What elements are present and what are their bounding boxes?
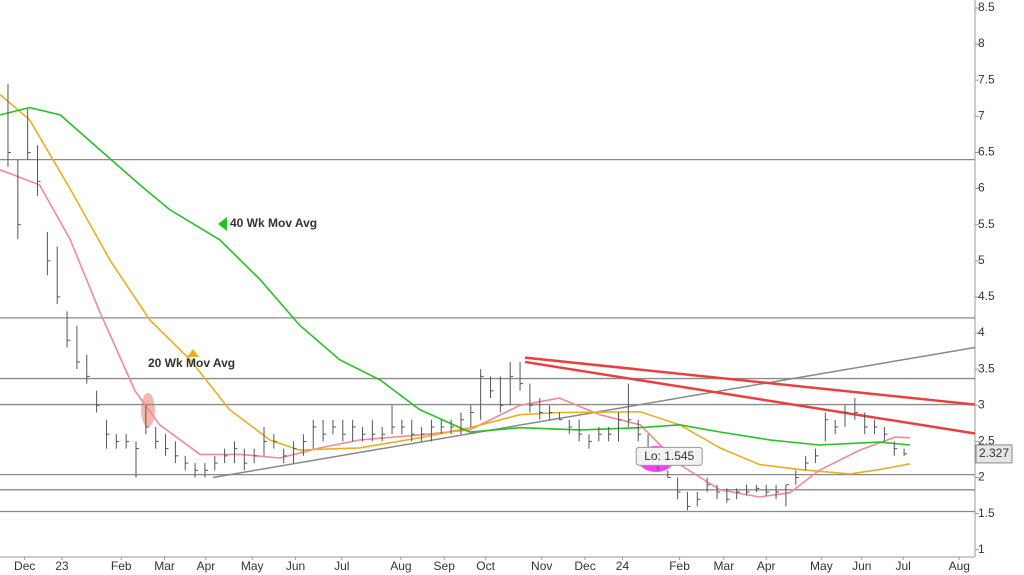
y-tick-label: 3.5 bbox=[978, 361, 995, 375]
y-tick-label: 6.5 bbox=[978, 145, 995, 159]
x-tick-label: Dec bbox=[14, 559, 35, 573]
annotation-marker bbox=[218, 217, 227, 231]
y-tick-label: 5.5 bbox=[978, 217, 995, 231]
x-tick-label: 23 bbox=[55, 559, 69, 573]
x-tick-label: Dec bbox=[574, 559, 595, 573]
x-tick-label: Jul bbox=[334, 559, 349, 573]
annotation-marker bbox=[187, 349, 199, 357]
x-tick-label: 24 bbox=[616, 559, 630, 573]
y-tick-label: 1.5 bbox=[978, 506, 995, 520]
moving-average-line bbox=[0, 93, 911, 475]
x-tick-label: Apr bbox=[197, 559, 216, 573]
low-label-box bbox=[635, 446, 703, 466]
series-annotation: 40 Wk Mov Avg bbox=[230, 216, 317, 230]
moving-average-line bbox=[0, 106, 911, 446]
trend-line bbox=[524, 356, 976, 406]
y-tick-label: 2.5 bbox=[978, 434, 995, 448]
x-tick-label: Nov bbox=[531, 559, 552, 573]
y-tick-label: 6 bbox=[978, 181, 985, 195]
x-tick-label: Aug bbox=[390, 559, 411, 573]
y-tick-label: 7 bbox=[978, 108, 985, 122]
y-tick-label: 2 bbox=[978, 470, 985, 484]
x-tick-label: Apr bbox=[757, 559, 776, 573]
y-tick-label: 5 bbox=[978, 253, 985, 267]
y-tick-label: 4.5 bbox=[978, 289, 995, 303]
series-annotation: 20 Wk Mov Avg bbox=[148, 356, 235, 370]
trend-line bbox=[524, 360, 976, 435]
y-tick-label: 1 bbox=[978, 542, 985, 556]
x-tick-label: Oct bbox=[476, 559, 495, 573]
x-tick-label: Feb bbox=[111, 559, 132, 573]
low-label: Lo: 1.545 bbox=[644, 449, 694, 463]
x-tick-label: Jul bbox=[895, 559, 910, 573]
last-price-label: 2.327 bbox=[979, 446, 1009, 460]
x-tick-label: Jun bbox=[286, 559, 305, 573]
moving-average-line bbox=[0, 169, 911, 498]
last-price-box bbox=[975, 444, 1013, 464]
x-tick-label: Mar bbox=[714, 559, 735, 573]
x-tick-label: May bbox=[241, 559, 264, 573]
y-tick-label: 3 bbox=[978, 397, 985, 411]
x-tick-label: Jun bbox=[852, 559, 871, 573]
x-tick-label: Feb bbox=[669, 559, 690, 573]
x-tick-label: May bbox=[810, 559, 833, 573]
x-tick-label: Mar bbox=[154, 559, 175, 573]
y-tick-label: 8.5 bbox=[978, 0, 995, 14]
y-tick-label: 8 bbox=[978, 36, 985, 50]
x-tick-label: Sep bbox=[434, 559, 456, 573]
y-tick-label: 4 bbox=[978, 325, 985, 339]
y-tick-label: 7.5 bbox=[978, 72, 995, 86]
x-tick-label: Aug bbox=[949, 559, 970, 573]
